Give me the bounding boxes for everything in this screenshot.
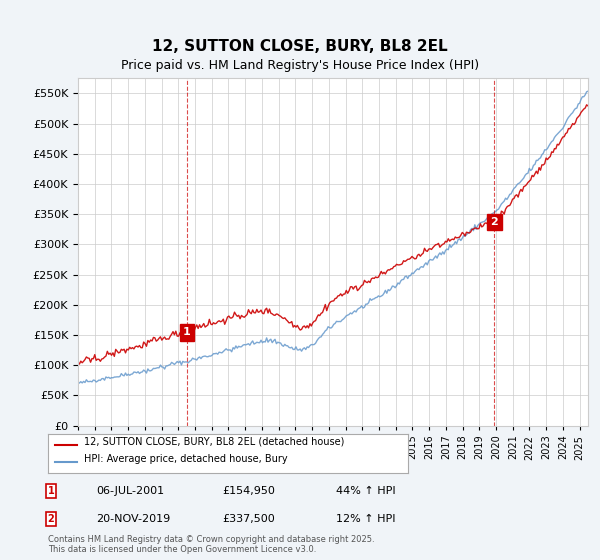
Text: 2: 2	[47, 514, 55, 524]
Text: 12% ↑ HPI: 12% ↑ HPI	[336, 514, 395, 524]
Text: £337,500: £337,500	[222, 514, 275, 524]
Text: 1: 1	[183, 327, 191, 337]
Text: £154,950: £154,950	[222, 486, 275, 496]
Text: HPI: Average price, detached house, Bury: HPI: Average price, detached house, Bury	[84, 454, 287, 464]
Text: 1: 1	[47, 486, 55, 496]
Text: Contains HM Land Registry data © Crown copyright and database right 2025.
This d: Contains HM Land Registry data © Crown c…	[48, 535, 374, 554]
Text: 12, SUTTON CLOSE, BURY, BL8 2EL: 12, SUTTON CLOSE, BURY, BL8 2EL	[152, 39, 448, 54]
Text: 12, SUTTON CLOSE, BURY, BL8 2EL (detached house): 12, SUTTON CLOSE, BURY, BL8 2EL (detache…	[84, 437, 344, 446]
Text: 20-NOV-2019: 20-NOV-2019	[96, 514, 170, 524]
Text: 2: 2	[490, 217, 498, 227]
Text: Price paid vs. HM Land Registry's House Price Index (HPI): Price paid vs. HM Land Registry's House …	[121, 59, 479, 72]
Text: 44% ↑ HPI: 44% ↑ HPI	[336, 486, 395, 496]
Text: 06-JUL-2001: 06-JUL-2001	[96, 486, 164, 496]
